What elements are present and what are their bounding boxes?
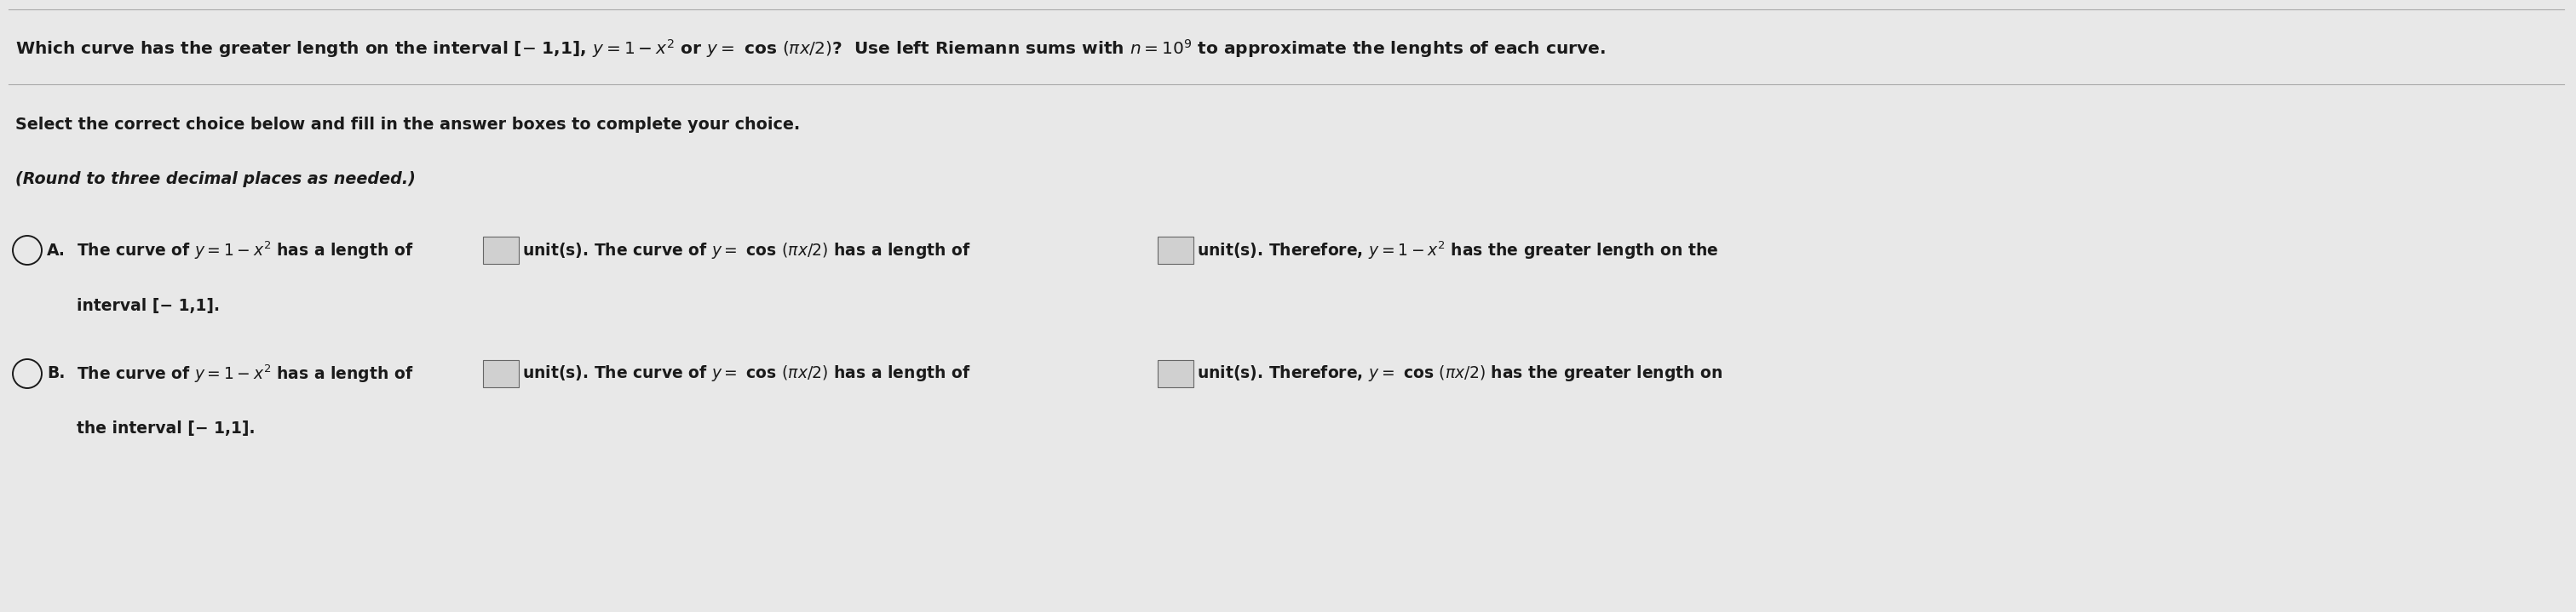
FancyBboxPatch shape: [484, 360, 518, 387]
Text: B.: B.: [46, 365, 64, 382]
Text: (Round to three decimal places as needed.): (Round to three decimal places as needed…: [15, 171, 415, 188]
Text: Select the correct choice below and fill in the answer boxes to complete your ch: Select the correct choice below and fill…: [15, 117, 801, 133]
Text: The curve of $y = 1 - x^2$ has a length of: The curve of $y = 1 - x^2$ has a length …: [77, 363, 415, 384]
FancyBboxPatch shape: [1157, 360, 1193, 387]
FancyBboxPatch shape: [484, 237, 518, 264]
Text: the interval [− 1,1].: the interval [− 1,1].: [77, 421, 255, 437]
FancyBboxPatch shape: [1157, 237, 1193, 264]
Text: unit(s). The curve of $y=$ $\mathbf{cos}$ $(\pi x/2)$ has a length of: unit(s). The curve of $y=$ $\mathbf{cos}…: [523, 241, 971, 260]
Text: A.: A.: [46, 242, 64, 258]
Text: interval [− 1,1].: interval [− 1,1].: [77, 297, 219, 314]
Text: The curve of $y = 1 - x^2$ has a length of: The curve of $y = 1 - x^2$ has a length …: [77, 239, 415, 261]
Text: unit(s). The curve of $y=$ $\mathbf{cos}$ $(\pi x/2)$ has a length of: unit(s). The curve of $y=$ $\mathbf{cos}…: [523, 364, 971, 384]
Text: unit(s). Therefore, $y=$ $\mathbf{cos}$ $(\pi x/2)$ has the greater length on: unit(s). Therefore, $y=$ $\mathbf{cos}$ …: [1198, 364, 1723, 384]
Text: Which curve has the greater length on the interval [$-$ 1,1], $y = 1 - x^2$ or $: Which curve has the greater length on th…: [15, 37, 1605, 59]
Text: unit(s). Therefore, $y = 1 - x^2$ has the greater length on the: unit(s). Therefore, $y = 1 - x^2$ has th…: [1198, 239, 1718, 261]
